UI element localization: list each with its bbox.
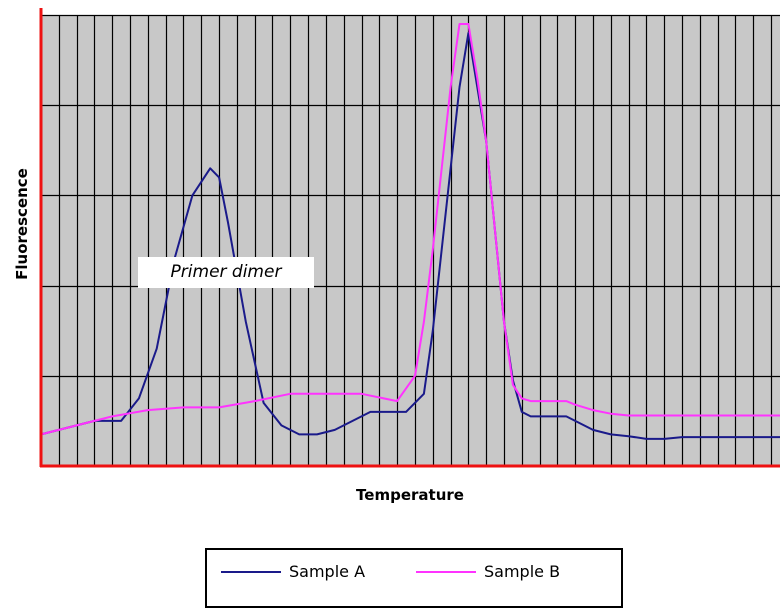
series-line-sample-a — [40, 32, 780, 440]
chart — [39, 8, 780, 468]
x-axis-label: Temperature — [356, 486, 464, 504]
legend-label-sample-a: Sample A — [289, 562, 366, 581]
y-axis-label: Fluorescence — [13, 168, 31, 280]
legend-swatch-sample-b — [416, 570, 476, 573]
legend-item-sample-a: Sample A — [221, 562, 365, 581]
legend: Sample A Sample B — [205, 548, 623, 608]
legend-label-sample-b: Sample B — [484, 562, 561, 581]
legend-swatch-sample-a — [221, 570, 281, 573]
legend-item-sample-b: Sample B — [416, 562, 560, 581]
primer-dimer-annotation: Primer dimer — [138, 257, 314, 288]
plot-background — [40, 15, 780, 467]
series-line-sample-b — [40, 23, 780, 436]
series-layer — [40, 23, 780, 440]
